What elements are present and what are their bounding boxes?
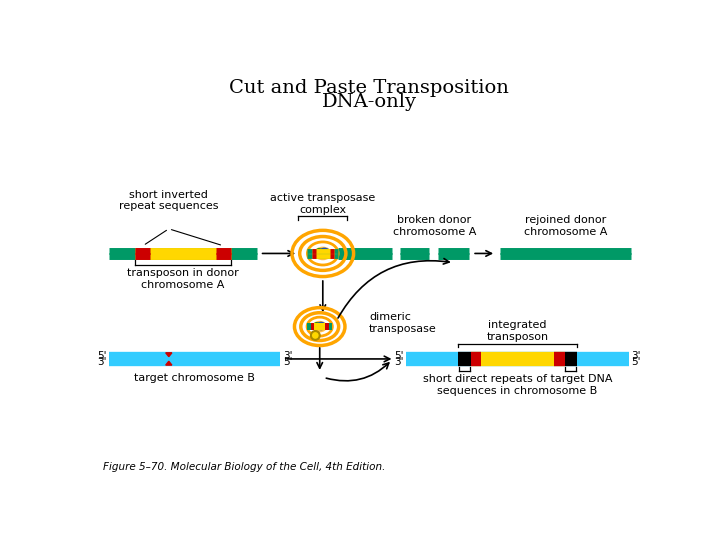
Text: rejoined donor
chromosome A: rejoined donor chromosome A	[523, 215, 607, 237]
Ellipse shape	[319, 248, 330, 257]
Ellipse shape	[313, 322, 326, 332]
Text: short direct repeats of target DNA
sequences in chromosome B: short direct repeats of target DNA seque…	[423, 374, 612, 396]
Text: dimeric
transposase: dimeric transposase	[369, 312, 437, 334]
Text: target chromosome B: target chromosome B	[134, 373, 255, 383]
Text: active transposase
complex: active transposase complex	[270, 193, 375, 215]
Text: short inverted
repeat sequences: short inverted repeat sequences	[119, 190, 219, 211]
Text: 3': 3'	[97, 357, 107, 367]
FancyArrowPatch shape	[338, 259, 449, 318]
FancyArrowPatch shape	[326, 363, 389, 381]
Text: 5': 5'	[631, 357, 641, 367]
Ellipse shape	[317, 322, 325, 329]
Ellipse shape	[315, 248, 330, 259]
Text: 5': 5'	[97, 351, 107, 361]
Text: 5': 5'	[283, 357, 292, 367]
Polygon shape	[166, 361, 172, 365]
Polygon shape	[166, 353, 172, 356]
Text: Cut and Paste Transposition: Cut and Paste Transposition	[229, 79, 509, 97]
Text: transposon in donor
chromosome A: transposon in donor chromosome A	[127, 268, 239, 289]
Circle shape	[313, 323, 320, 329]
Text: DNA-only: DNA-only	[322, 93, 416, 111]
Circle shape	[311, 331, 320, 340]
Text: 5': 5'	[394, 351, 404, 361]
Text: Figure 5–70. Molecular Biology of the Cell, 4th Edition.: Figure 5–70. Molecular Biology of the Ce…	[102, 462, 385, 472]
Text: 3': 3'	[394, 357, 404, 367]
Text: 3': 3'	[631, 351, 641, 361]
Text: broken donor
chromosome A: broken donor chromosome A	[393, 215, 476, 237]
Circle shape	[315, 249, 323, 256]
Text: integrated
transposon: integrated transposon	[487, 320, 549, 342]
Text: 3': 3'	[283, 351, 292, 361]
FancyArrowPatch shape	[317, 348, 323, 368]
